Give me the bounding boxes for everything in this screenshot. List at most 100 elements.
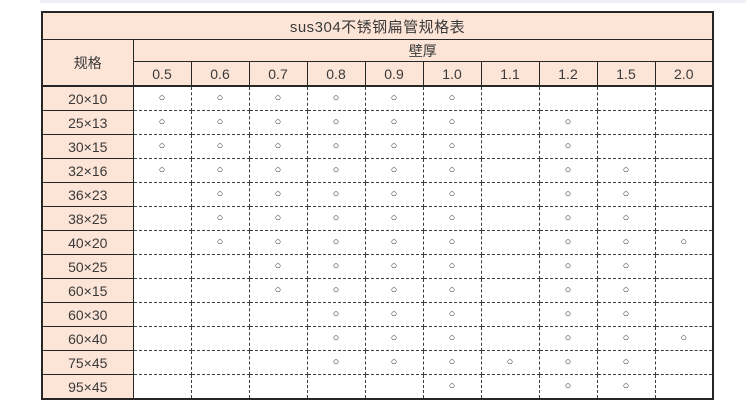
cell-20x10-1.5 [596,85,656,111]
cell-36x23-2.0 [654,182,714,207]
cell-60x30-1.5: ○ [596,302,656,327]
cell-32x16-0.9: ○ [364,158,424,183]
cell-75x45-1.5: ○ [596,350,656,375]
cell-30x15-2.0 [654,134,714,159]
cell-30x15-0.9: ○ [364,134,424,159]
cell-75x45-2.0 [654,350,714,375]
cell-95x45-0.8 [306,374,366,400]
row-header-25x13: 25×13 [41,110,134,135]
spec-table: sus304不锈钢扁管规格表 规格 壁厚 0.5 0.6 0.7 0.8 0.9 1.0 1… [41,11,714,400]
table-row: 50×25 ○ ○ ○ ○ ○ ○ [41,254,714,279]
cell-32x16-1.1 [480,158,540,183]
cell-36x23-1.5: ○ [596,182,656,207]
table-row: 32×16 ○ ○ ○ ○ ○ ○ ○ ○ [41,158,714,183]
thickness-values-row: 0.5 0.6 0.7 0.8 0.9 1.0 1.1 1.2 1.5 2.0 [42,61,714,87]
cell-60x30-0.6 [190,302,250,327]
cell-25x13-1.1 [480,110,540,135]
cell-25x13-0.9: ○ [364,110,424,135]
cell-95x45-0.6 [190,374,250,400]
cell-95x45-0.9 [364,374,424,400]
cell-20x10-1.0: ○ [422,85,482,111]
cell-60x15-0.6 [190,278,250,303]
cell-38x25-1.2: ○ [538,206,598,231]
cell-60x30-0.8: ○ [306,302,366,327]
cell-30x15-0.6: ○ [190,134,250,159]
cell-40x20-0.7: ○ [248,230,308,255]
table-row: 75×45 ○ ○ ○ ○ ○ ○ [41,350,714,375]
row-header-20x10: 20×10 [41,85,134,111]
cell-50x25-1.5: ○ [596,254,656,279]
cell-36x23-1.0: ○ [422,182,482,207]
cell-30x15-1.2: ○ [538,134,598,159]
row-header-30x15: 30×15 [41,134,134,159]
cell-60x15-1.5: ○ [596,278,656,303]
cell-60x40-0.6 [190,326,250,351]
table-row: 60×40 ○ ○ ○ ○ ○ ○ [41,326,714,351]
cell-40x20-2.0: ○ [654,230,714,255]
cell-25x13-1.2: ○ [538,110,598,135]
cell-36x23-0.8: ○ [306,182,366,207]
cell-50x25-0.8: ○ [306,254,366,279]
cell-60x30-0.7 [248,302,308,327]
row-header-50x25: 50×25 [41,254,134,279]
cell-25x13-1.5 [596,110,656,135]
cell-20x10-0.6: ○ [190,85,250,111]
cell-30x15-1.1 [480,134,540,159]
cell-20x10-0.9: ○ [364,85,424,111]
cell-30x15-0.8: ○ [306,134,366,159]
cell-32x16-1.2: ○ [538,158,598,183]
cell-36x23-0.7: ○ [248,182,308,207]
cell-30x15-0.5: ○ [132,134,192,159]
cell-50x25-1.0: ○ [422,254,482,279]
cell-50x25-2.0 [654,254,714,279]
cell-32x16-1.0: ○ [422,158,482,183]
cell-60x15-0.7: ○ [248,278,308,303]
cell-20x10-0.7: ○ [248,85,308,111]
cell-25x13-0.6: ○ [190,110,250,135]
cell-75x45-1.2: ○ [538,350,598,375]
cell-50x25-0.7: ○ [248,254,308,279]
cell-36x23-1.2: ○ [538,182,598,207]
cell-30x15-1.5 [596,134,656,159]
cell-40x20-0.8: ○ [306,230,366,255]
row-header-60x40: 60×40 [41,326,134,351]
cell-95x45-1.2: ○ [538,374,598,400]
table-row: 60×15 ○ ○ ○ ○ ○ ○ [41,278,714,303]
cell-95x45-2.0 [654,374,714,400]
cell-95x45-1.5: ○ [596,374,656,400]
cell-75x45-0.7 [248,350,308,375]
cell-75x45-1.1: ○ [480,350,540,375]
cell-30x15-1.0: ○ [422,134,482,159]
cell-50x25-1.1 [480,254,540,279]
cell-20x10-0.5: ○ [132,85,192,111]
cell-60x15-1.1 [480,278,540,303]
cell-60x40-1.0: ○ [422,326,482,351]
cell-36x23-0.5 [132,182,192,207]
cell-40x20-1.1 [480,230,540,255]
table-row: 36×23 ○ ○ ○ ○ ○ ○ ○ [41,182,714,207]
table-row: 30×15 ○ ○ ○ ○ ○ ○ ○ [41,134,714,159]
cell-40x20-1.0: ○ [422,230,482,255]
cell-32x16-0.5: ○ [132,158,192,183]
cell-60x30-1.2: ○ [538,302,598,327]
cell-40x20-0.9: ○ [364,230,424,255]
spec-column-header: 规格 [41,39,134,87]
cell-38x25-1.5: ○ [596,206,656,231]
cell-60x40-1.5: ○ [596,326,656,351]
cell-60x40-1.2: ○ [538,326,598,351]
cell-20x10-1.2 [538,85,598,111]
table-row: 95×45 ○ ○ ○ [41,374,714,400]
cell-50x25-0.9: ○ [364,254,424,279]
cell-36x23-0.6: ○ [190,182,250,207]
cell-50x25-0.5 [132,254,192,279]
cell-95x45-1.0: ○ [422,374,482,400]
cell-32x16-0.6: ○ [190,158,250,183]
col-header-1.2: 1.2 [538,61,598,87]
cell-38x25-0.9: ○ [364,206,424,231]
row-header-36x23: 36×23 [41,182,134,207]
cell-50x25-1.2: ○ [538,254,598,279]
cell-75x45-0.5 [132,350,192,375]
table-row: 25×13 ○ ○ ○ ○ ○ ○ ○ [41,110,714,135]
cell-50x25-0.6 [190,254,250,279]
cell-38x25-0.8: ○ [306,206,366,231]
